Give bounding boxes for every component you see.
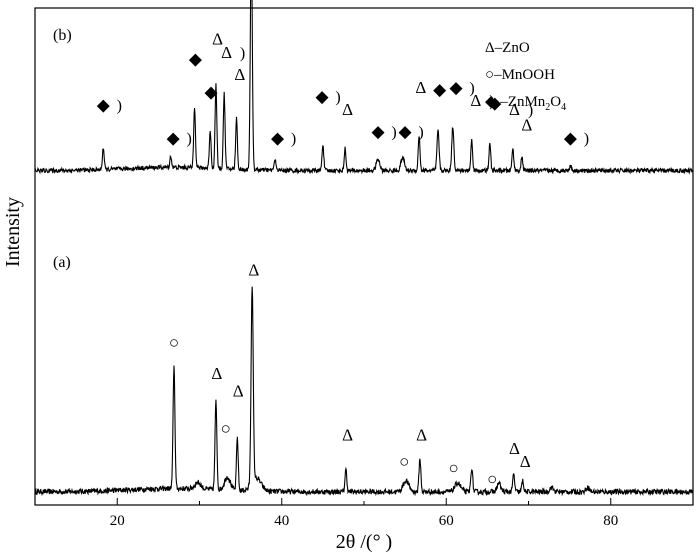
- phase-markers: ○Δ○ΔΔΔ○Δ○○ΔΔ◆)◆)◆◆ΔΔ)Δ◆)Δ◆)◆)Δ◆)◆)Δ◆◆)Δ)…: [97, 30, 589, 489]
- x-tick-label: 20: [110, 513, 125, 529]
- zno-marker: Δ: [520, 452, 531, 471]
- traces: [34, 0, 694, 497]
- marker-paren: ): [489, 93, 494, 110]
- legend-entry-znmn2o4: ◆ –ZnMn2O4: [485, 94, 566, 113]
- znmn2o4-marker: ◆: [564, 129, 578, 148]
- zno-marker: Δ: [233, 382, 244, 401]
- legend-label-zno: ZnO: [502, 40, 530, 56]
- zno-marker: Δ: [509, 439, 520, 458]
- legend-label-znmn: ZnMn: [508, 94, 546, 110]
- marker-paren: ): [418, 124, 423, 141]
- marker-paren: ): [291, 131, 296, 148]
- znmn2o4-marker: ◆: [271, 129, 285, 148]
- znmn2o4-marker: ◆: [204, 82, 218, 101]
- marker-paren: ): [117, 98, 122, 115]
- legend-label-mnooh: MnOOH: [502, 67, 556, 83]
- marker-paren: ): [584, 131, 589, 148]
- znmn2o4-marker: ◆: [488, 93, 502, 112]
- znmn2o4-marker: ◆: [433, 80, 447, 99]
- svg-text:○–MnOOH: ○–MnOOH: [485, 67, 555, 83]
- legend-dash: –: [497, 94, 509, 110]
- zno-marker: Δ: [509, 100, 520, 119]
- znmn2o4-marker: ◆: [167, 129, 181, 148]
- znmn2o4-marker: ◆: [97, 96, 111, 115]
- znmn2o4-marker: ◆: [316, 87, 330, 106]
- legend-dash: –: [493, 67, 502, 83]
- legend-entry-zno: Δ–ZnO: [485, 40, 530, 56]
- marker-paren: ): [335, 89, 340, 106]
- x-axis-ticks: 20 40 60 80: [34, 498, 694, 529]
- zno-marker: Δ: [342, 100, 353, 119]
- x-tick-label: 60: [439, 513, 454, 529]
- legend-symbol-circle: ○: [485, 67, 494, 83]
- xrd-trace-b: [34, 0, 694, 175]
- marker-paren: ): [469, 80, 474, 97]
- marker-paren: ): [528, 102, 533, 119]
- svg-text:◆ –ZnMn2O4: ◆ –ZnMn2O4: [485, 94, 566, 113]
- mnooh-marker: ○: [169, 333, 179, 352]
- zno-marker: Δ: [211, 364, 222, 383]
- y-axis-label: Intensity: [2, 197, 24, 267]
- legend-label-o: O: [550, 94, 561, 110]
- znmn2o4-marker: ◆: [189, 49, 203, 68]
- znmn2o4-marker: ◆: [371, 122, 385, 141]
- zno-marker: Δ: [234, 65, 245, 84]
- legend-subscript-4: 4: [561, 102, 566, 113]
- zno-marker: Δ: [212, 30, 223, 49]
- mnooh-marker: ○: [487, 470, 497, 489]
- panel-label-a: (a): [53, 254, 71, 271]
- x-tick-label: 40: [274, 513, 289, 529]
- znmn2o4-marker: ◆: [399, 122, 413, 141]
- legend-subscript-2: 2: [545, 102, 550, 113]
- zno-marker: Δ: [221, 43, 232, 62]
- marker-paren: ): [391, 124, 396, 141]
- znmn2o4-marker: ◆: [450, 78, 464, 97]
- legend-symbol-triangle: Δ: [485, 40, 495, 56]
- plot-frame: [34, 7, 694, 506]
- marker-paren: ): [240, 45, 245, 62]
- zno-marker: Δ: [415, 78, 426, 97]
- x-tick-label: 80: [603, 513, 618, 529]
- x-axis-label: 2θ /(° ): [336, 531, 392, 553]
- svg-text:Δ–ZnO: Δ–ZnO: [485, 40, 530, 56]
- mnooh-marker: ○: [399, 452, 409, 471]
- zno-marker: Δ: [470, 91, 481, 110]
- legend-dash: –: [494, 40, 503, 56]
- mnooh-marker: ○: [449, 459, 459, 478]
- zno-marker: Δ: [521, 115, 532, 134]
- legend-symbol-diamond: ◆: [485, 94, 497, 110]
- legend-entry-mnooh: ○–MnOOH: [485, 67, 555, 83]
- zno-marker: Δ: [416, 426, 427, 445]
- legend: Δ–ZnO ○–MnOOH ◆ –ZnMn2O4: [485, 40, 566, 113]
- mnooh-marker: ○: [221, 419, 231, 438]
- panel-label-b: (b): [53, 27, 72, 44]
- zno-marker: Δ: [342, 426, 353, 445]
- xrd-trace-a: [34, 286, 694, 497]
- zno-marker: Δ: [248, 261, 259, 280]
- marker-paren: ): [187, 131, 192, 148]
